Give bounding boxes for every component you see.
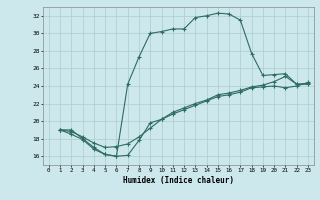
X-axis label: Humidex (Indice chaleur): Humidex (Indice chaleur) [123, 176, 234, 185]
